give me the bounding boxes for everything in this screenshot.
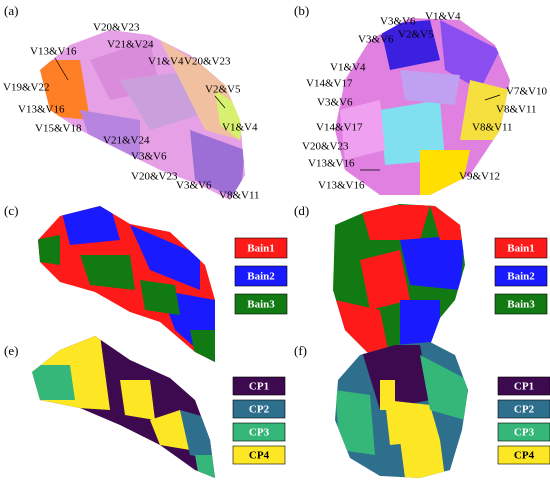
variant-label: V21&V24 — [103, 135, 150, 147]
map-e — [32, 336, 215, 478]
variant-label: V20&V23 — [184, 56, 231, 68]
legend-swatch — [234, 265, 288, 287]
map-d — [333, 204, 465, 358]
legend-label: CP3 — [514, 427, 535, 439]
legend-swatch — [494, 237, 548, 259]
legend-label: Bain1 — [247, 243, 275, 255]
variant-label: V14&V17 — [316, 122, 363, 134]
map-f — [335, 342, 468, 478]
panel-label: (c) — [4, 203, 18, 218]
variant-label: V13&V16 — [18, 104, 65, 116]
variant-label: V15&V18 — [35, 123, 82, 135]
variant-label: V9&V12 — [459, 171, 500, 183]
variant-label: V8&V11 — [472, 122, 513, 134]
variant-label: V3&V6 — [358, 34, 394, 46]
variant-label: V20&V23 — [131, 171, 178, 183]
legend-label: Bain3 — [247, 299, 275, 311]
variant-label: V21&V24 — [107, 39, 154, 51]
legend-label: CP4 — [249, 450, 270, 462]
legend-label: CP2 — [249, 404, 270, 416]
legend-swatch — [497, 445, 550, 465]
panel-label: (b) — [294, 3, 309, 18]
leader — [54, 57, 69, 81]
panel-label: (a) — [4, 3, 18, 18]
panel-label: (d) — [294, 203, 309, 218]
legend-swatch — [234, 237, 288, 259]
legend-swatch — [494, 293, 548, 315]
variant-label: V1&V4 — [148, 56, 184, 68]
variant-label: V19&V22 — [3, 82, 49, 94]
legend-label: CP1 — [514, 381, 534, 393]
legend-label: Bain2 — [507, 271, 535, 283]
variant-label: V20&V23 — [93, 22, 140, 34]
variant-label: V13&V16 — [308, 158, 355, 170]
legend-swatch — [497, 422, 550, 442]
legend-swatch — [232, 445, 286, 465]
legend-label: CP1 — [249, 381, 269, 393]
panel-label: (f) — [294, 343, 307, 358]
legend-label: CP2 — [514, 404, 535, 416]
leader — [484, 94, 501, 101]
variant-label: V7&V10 — [506, 86, 547, 98]
legend-label: Bain1 — [507, 243, 535, 255]
legend-label: CP4 — [514, 450, 535, 462]
variant-label: V3&V6 — [380, 16, 416, 28]
variant-label: V3&V6 — [317, 97, 353, 109]
variant-label: V1&V4 — [330, 62, 366, 74]
variant-label: V1&V4 — [222, 122, 258, 134]
legend-swatch — [232, 422, 286, 442]
variant-label: V1&V4 — [425, 11, 461, 23]
legend-label: Bain2 — [247, 271, 275, 283]
legend-swatch — [234, 293, 288, 315]
variant-label: V13&V16 — [30, 46, 77, 58]
variant-label: V2&V5 — [398, 29, 434, 41]
variant-label: V3&V6 — [131, 151, 167, 163]
legend-swatch — [232, 376, 286, 396]
variant-label: V3&V6 — [176, 180, 212, 192]
variant-label: V8&V11 — [219, 190, 260, 202]
panel-label: (e) — [4, 343, 18, 358]
map-c — [38, 206, 215, 362]
variant-label: V20&V23 — [302, 141, 349, 153]
legend-label: Bain3 — [507, 299, 535, 311]
variant-label: V2&V5 — [205, 84, 241, 96]
variant-label: V13&V16 — [318, 180, 365, 192]
legend-swatch — [497, 399, 550, 419]
leader — [214, 95, 226, 109]
legend-swatch — [497, 376, 550, 396]
variant-label: V8&V11 — [496, 104, 537, 116]
legend-label: CP3 — [249, 427, 270, 439]
legend-swatch — [232, 399, 286, 419]
legend-swatch — [494, 265, 548, 287]
variant-label: V14&V17 — [306, 78, 353, 90]
